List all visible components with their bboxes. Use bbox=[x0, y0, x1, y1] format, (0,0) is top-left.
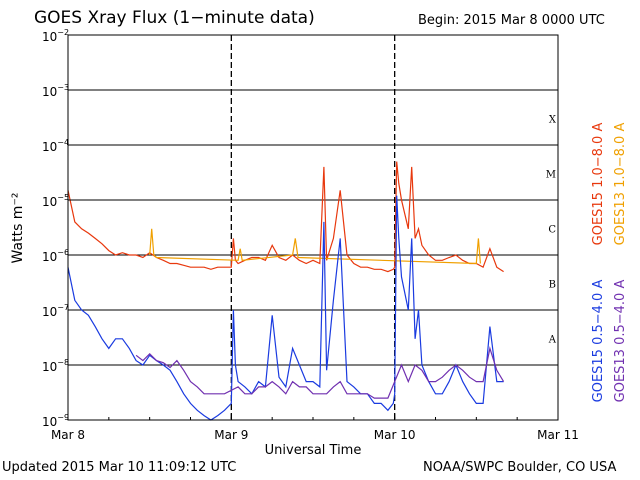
flare-class-label: B bbox=[549, 280, 556, 291]
y-tick-label: 10−9 bbox=[42, 413, 69, 429]
x-axis-label: Universal Time bbox=[265, 443, 362, 458]
flare-class-label: M bbox=[546, 170, 556, 181]
begin-time-label: Begin: 2015 Mar 8 0000 UTC bbox=[418, 13, 605, 28]
series-line bbox=[135, 346, 505, 399]
grid-lines bbox=[68, 34, 558, 421]
series-layer bbox=[67, 161, 505, 421]
flare-class-label: A bbox=[548, 335, 557, 346]
legend-entry: GOES15 0.5−4.0 A bbox=[591, 280, 606, 403]
y-tick-label: 10−6 bbox=[42, 248, 69, 264]
y-tick-label: 10−3 bbox=[42, 83, 69, 99]
flare-class-labels: X M C B A bbox=[546, 115, 557, 346]
plot-frame bbox=[67, 34, 559, 421]
chart-title: GOES Xray Flux (1−minute data) bbox=[34, 8, 315, 28]
legend-entry: GOES15 1.0−8.0 A bbox=[591, 123, 606, 246]
legend-entry: GOES13 1.0−8.0 A bbox=[613, 123, 628, 246]
flare-class-label: X bbox=[549, 115, 557, 126]
y-tick-label: 10−7 bbox=[42, 303, 69, 319]
y-tick-label: 10−5 bbox=[42, 193, 69, 209]
x-tick-label: Mar 9 bbox=[214, 428, 248, 442]
updated-timestamp: Updated 2015 Mar 10 11:09:12 UTC bbox=[2, 460, 237, 475]
flare-class-label: C bbox=[548, 225, 556, 236]
series-line bbox=[149, 228, 481, 265]
x-axis-ticks: Mar 8 Mar 9 Mar 10 Mar 11 bbox=[51, 414, 579, 442]
legend: GOES15 1.0−8.0 A GOES13 1.0−8.0 A GOES15 0… bbox=[591, 123, 628, 403]
legend-entry: GOES13 0.5−4.0 A bbox=[613, 280, 628, 403]
y-axis-label: Watts m⁻² bbox=[10, 193, 26, 264]
y-tick-label: 10−8 bbox=[42, 358, 69, 374]
x-tick-label: Mar 11 bbox=[537, 428, 579, 442]
y-axis-ticks: 10−2 10−3 10−4 10−5 10−6 10−7 10−8 10−9 bbox=[42, 28, 73, 429]
credit-label: NOAA/SWPC Boulder, CO USA bbox=[423, 460, 617, 475]
y-tick-label: 10−2 bbox=[42, 28, 69, 44]
x-tick-label: Mar 8 bbox=[51, 428, 85, 442]
y-tick-label: 10−4 bbox=[42, 138, 69, 154]
series-line bbox=[67, 195, 504, 421]
x-tick-label: Mar 10 bbox=[374, 428, 416, 442]
